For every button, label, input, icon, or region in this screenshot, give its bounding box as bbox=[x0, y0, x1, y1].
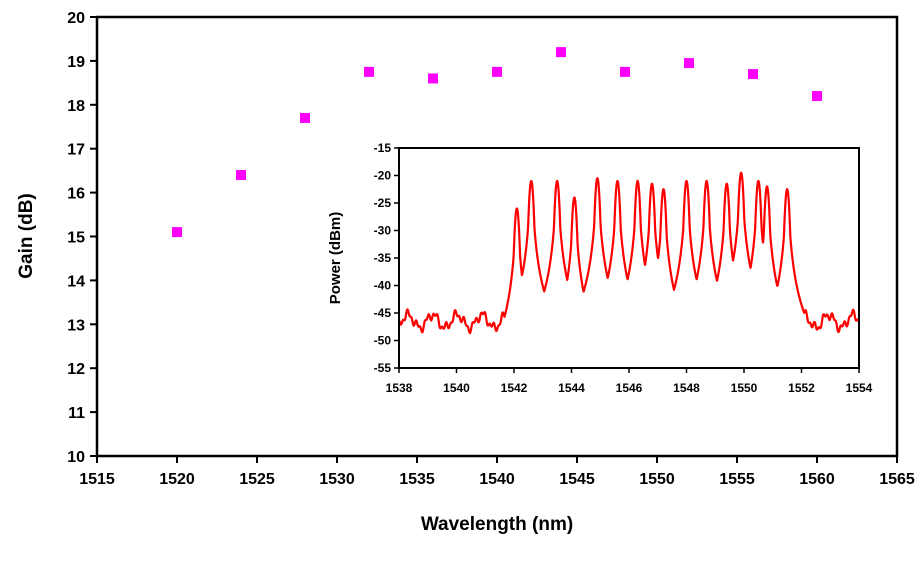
main-data-point bbox=[812, 91, 822, 102]
main-y-tick-label: 10 bbox=[67, 449, 85, 466]
inset-spectrum-peak bbox=[530, 180, 533, 182]
main-x-tick-label: 1545 bbox=[559, 471, 595, 488]
main-y-tick-label: 19 bbox=[67, 54, 85, 71]
main-data-point bbox=[172, 227, 182, 238]
main-x-tick-label: 1530 bbox=[319, 471, 355, 488]
inset-plot: -15 -20 -25 -30 -35 -40 -45 -50 -55 1538 1540 1542… bbox=[327, 141, 873, 395]
inset-y-tick-label: -35 bbox=[374, 251, 392, 265]
inset-x-ticks: 1538 1540 1542 1544 1546 1548 1550 1552 1554 bbox=[386, 368, 873, 395]
main-y-axis-title: Gain (dB) bbox=[16, 193, 37, 279]
inset-x-tick-label: 1552 bbox=[788, 381, 815, 395]
inset-x-tick-label: 1538 bbox=[386, 381, 413, 395]
inset-x-tick-label: 1542 bbox=[501, 381, 528, 395]
inset-y-tick-label: -45 bbox=[374, 306, 392, 320]
main-y-tick-label: 11 bbox=[68, 405, 85, 422]
inset-spectrum-peak bbox=[515, 207, 518, 210]
main-x-tick-label: 1515 bbox=[79, 471, 115, 488]
inset-x-tick-label: 1548 bbox=[673, 381, 700, 395]
inset-x-tick-label: 1546 bbox=[616, 381, 643, 395]
inset-x-tick-label: 1540 bbox=[443, 381, 470, 395]
main-y-tick-label: 17 bbox=[67, 142, 85, 159]
main-x-ticks: 1515 1520 1525 1530 1535 1540 1545 1550 1555 1560… bbox=[79, 456, 915, 488]
inset-spectrum-peak bbox=[573, 196, 576, 199]
main-y-tick-label: 12 bbox=[67, 361, 85, 378]
inset-x-tick-label: 1554 bbox=[846, 381, 873, 395]
inset-y-ticks: -15 -20 -25 -30 -35 -40 -45 -50 -55 bbox=[374, 141, 399, 375]
main-y-ticks: 10 11 12 13 14 15 16 17 18 19 20 bbox=[67, 10, 97, 466]
main-data-point bbox=[684, 58, 694, 69]
main-x-tick-label: 1555 bbox=[719, 471, 755, 488]
inset-spectrum-peak bbox=[766, 185, 768, 188]
inset-spectrum-line bbox=[398, 171, 861, 335]
inset-y-tick-label: -40 bbox=[374, 279, 392, 293]
inset-spectrum-peak bbox=[556, 180, 559, 182]
main-x-tick-label: 1525 bbox=[239, 471, 275, 488]
inset-y-tick-label: -55 bbox=[374, 361, 392, 375]
main-y-tick-label: 20 bbox=[67, 10, 85, 27]
main-y-tick-label: 15 bbox=[67, 230, 85, 247]
main-data-point bbox=[620, 66, 630, 77]
main-data-points bbox=[172, 47, 822, 238]
main-x-tick-label: 1550 bbox=[639, 471, 675, 488]
main-x-tick-label: 1560 bbox=[799, 471, 835, 488]
inset-spectrum-peak bbox=[757, 180, 760, 182]
inset-y-axis-title: Power (dBm) bbox=[327, 212, 344, 305]
main-data-point bbox=[300, 112, 310, 123]
inset-y-tick-label: -50 bbox=[374, 334, 392, 348]
inset-y-tick-label: -15 bbox=[374, 141, 392, 155]
main-y-tick-label: 14 bbox=[67, 273, 85, 290]
inset-x-tick-label: 1550 bbox=[731, 381, 758, 395]
main-y-tick-label: 18 bbox=[67, 98, 85, 115]
main-x-tick-label: 1565 bbox=[879, 471, 915, 488]
main-y-tick-label: 16 bbox=[67, 186, 85, 203]
inset-spectrum-peak bbox=[740, 171, 743, 174]
main-data-point bbox=[492, 66, 502, 77]
main-data-point bbox=[428, 73, 438, 84]
inset-spectrum-peak bbox=[616, 180, 619, 182]
main-data-point bbox=[748, 69, 758, 80]
inset-y-tick-label: -20 bbox=[374, 169, 392, 183]
main-data-point bbox=[236, 170, 246, 181]
inset-spectrum-peak bbox=[786, 188, 789, 191]
inset-y-tick-label: -25 bbox=[374, 196, 392, 210]
main-data-point bbox=[364, 66, 374, 77]
main-y-tick-label: 13 bbox=[67, 317, 85, 334]
main-x-tick-label: 1520 bbox=[159, 471, 195, 488]
inset-y-tick-label: -30 bbox=[374, 224, 392, 238]
inset-spectrum-peak bbox=[596, 177, 599, 180]
inset-spectrum-peak bbox=[685, 180, 688, 182]
inset-spectrum-peak bbox=[651, 182, 653, 185]
inset-spectrum-peak bbox=[662, 188, 665, 191]
main-data-point bbox=[556, 47, 566, 58]
inset-x-tick-label: 1544 bbox=[558, 381, 585, 395]
main-x-axis-title: Wavelength (nm) bbox=[421, 514, 573, 535]
main-x-tick-label: 1535 bbox=[399, 471, 435, 488]
inset-spectrum-peak bbox=[705, 180, 708, 182]
inset-spectrum-peak bbox=[725, 182, 728, 185]
inset-spectrum-peak bbox=[636, 180, 639, 182]
inset-background bbox=[399, 148, 859, 368]
main-x-tick-label: 1540 bbox=[479, 471, 515, 488]
